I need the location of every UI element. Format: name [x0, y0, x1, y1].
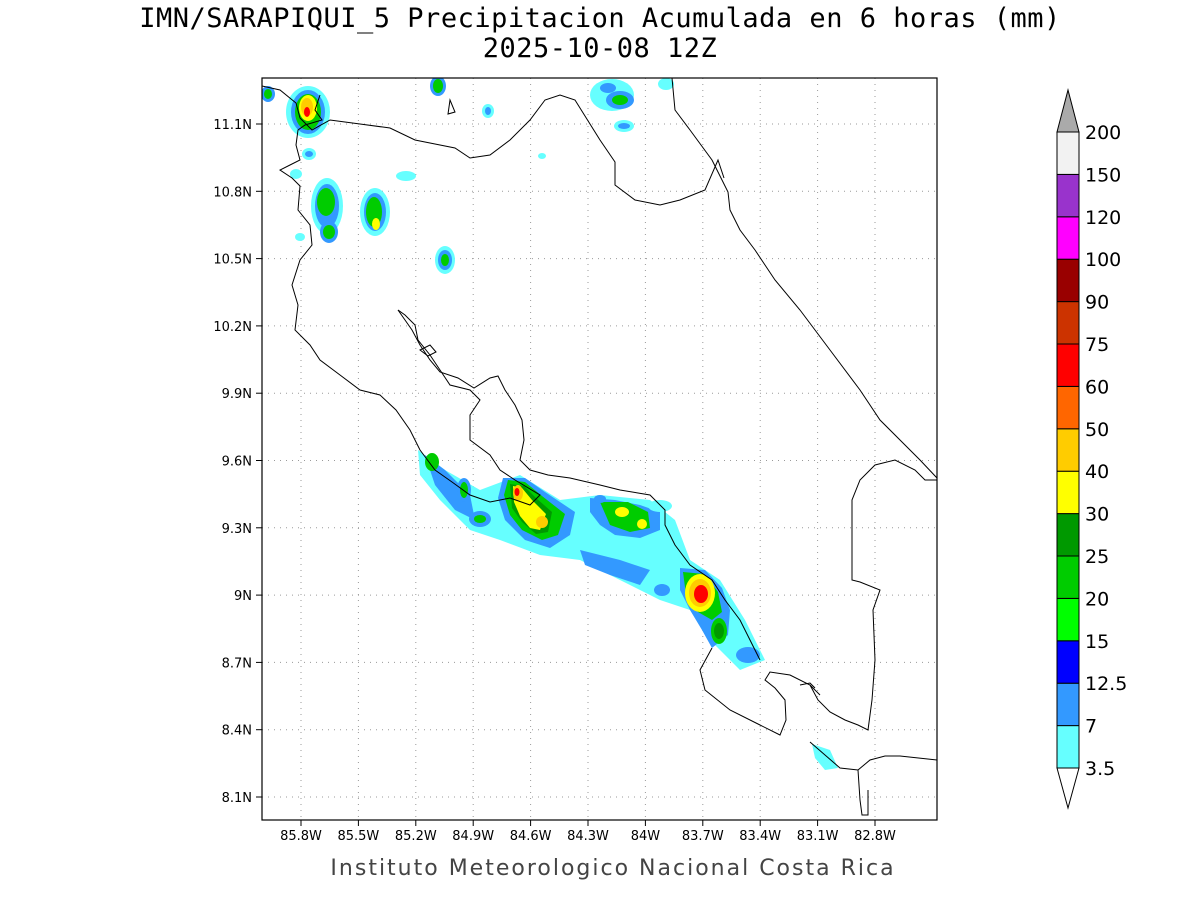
colorbar: 3.5 7 12.5 15 20 25 30 40 50 60 75 90 100 120 150 200: [1056, 88, 1127, 810]
lon-label: 85.8W: [280, 829, 322, 844]
lon-label: 83.4W: [739, 829, 781, 844]
colorbar-label: 75: [1085, 334, 1109, 356]
lon-label: 84.6W: [510, 829, 552, 844]
lon-label: 83.7W: [682, 829, 724, 844]
colorbar-swatch: [1056, 343, 1080, 387]
map-title: IMN/SARAPIQUI_5 Precipitacion Acumulada …: [139, 3, 1061, 34]
lon-label: 83.1W: [797, 829, 839, 844]
lon-label: 84.9W: [452, 829, 494, 844]
colorbar-swatch: [1056, 428, 1080, 472]
colorbar-label: 30: [1085, 504, 1109, 526]
lon-label: 82.8W: [854, 829, 896, 844]
lat-label: 8.1N: [222, 791, 252, 806]
colorbar-label: 20: [1085, 588, 1109, 610]
colorbar-swatch: [1056, 301, 1080, 345]
lat-label: 10.8N: [213, 185, 252, 200]
colorbar-label: 50: [1085, 419, 1109, 441]
colorbar-over-arrow: [1056, 88, 1080, 133]
colorbar-label: 12.5: [1085, 673, 1127, 695]
footer-credit: Instituto Meteorologico Nacional Costa R…: [330, 856, 896, 881]
gridlines: [262, 78, 937, 820]
colorbar-label: 7: [1085, 716, 1097, 738]
lat-label: 9N: [234, 589, 252, 604]
lat-label: 10.5N: [213, 253, 252, 268]
latitude-labels: 11.1N 10.8N 10.5N 10.2N 9.9N 9.6N 9.3N 9N 8.7N 8.…: [213, 118, 262, 806]
colorbar-label: 90: [1085, 292, 1109, 314]
colorbar-swatch: [1056, 173, 1080, 218]
lon-label: 85.2W: [395, 829, 437, 844]
lat-label: 9.9N: [222, 387, 252, 402]
lat-label: 11.1N: [213, 118, 252, 133]
colorbar-label: 150: [1085, 164, 1121, 186]
colorbar-swatch: [1056, 131, 1080, 175]
rain-cluster-nicaragua-west: [262, 86, 330, 160]
colorbar-swatch: [1056, 216, 1080, 260]
lat-label: 9.6N: [222, 455, 252, 470]
longitude-labels: 85.8W 85.5W 85.2W 84.9W 84.6W 84.3W 84W 83.7W 83…: [280, 820, 896, 844]
colorbar-label: 15: [1085, 631, 1109, 653]
map-subtitle: 2025-10-08 12Z: [482, 33, 718, 64]
colorbar-label: 40: [1085, 461, 1109, 483]
colorbar-swatch: [1056, 725, 1080, 769]
lat-label: 8.7N: [222, 656, 252, 671]
lon-label: 85.5W: [337, 829, 379, 844]
coastlines: [262, 78, 937, 816]
map-panel: [262, 78, 937, 820]
colorbar-swatch: [1056, 258, 1080, 303]
colorbar-swatch: [1056, 682, 1080, 727]
colorbar-swatch: [1056, 385, 1080, 430]
map-frame: [261, 77, 938, 821]
rain-cluster-north-coast: [430, 78, 674, 159]
colorbar-swatch: [1056, 470, 1080, 515]
colorbar-label: 60: [1085, 376, 1109, 398]
lon-label: 84W: [631, 829, 661, 844]
colorbar-label: 3.5: [1085, 758, 1115, 780]
colorbar-label: 100: [1085, 249, 1121, 271]
lon-label: 84.3W: [567, 829, 609, 844]
colorbar-label: 120: [1085, 207, 1121, 229]
rain-cluster-nicaragua-central: [290, 169, 455, 274]
colorbar-under-arrow: [1056, 767, 1080, 810]
lat-label: 8.4N: [222, 724, 252, 739]
colorbar-swatch: [1056, 555, 1080, 599]
colorbar-swatch: [1056, 513, 1080, 557]
lat-label: 9.3N: [222, 522, 252, 537]
colorbar-swatch: [1056, 597, 1080, 642]
colorbar-label: 200: [1085, 122, 1121, 144]
lat-label: 10.2N: [213, 320, 252, 335]
colorbar-swatch: [1056, 640, 1080, 684]
colorbar-label: 25: [1085, 546, 1109, 568]
